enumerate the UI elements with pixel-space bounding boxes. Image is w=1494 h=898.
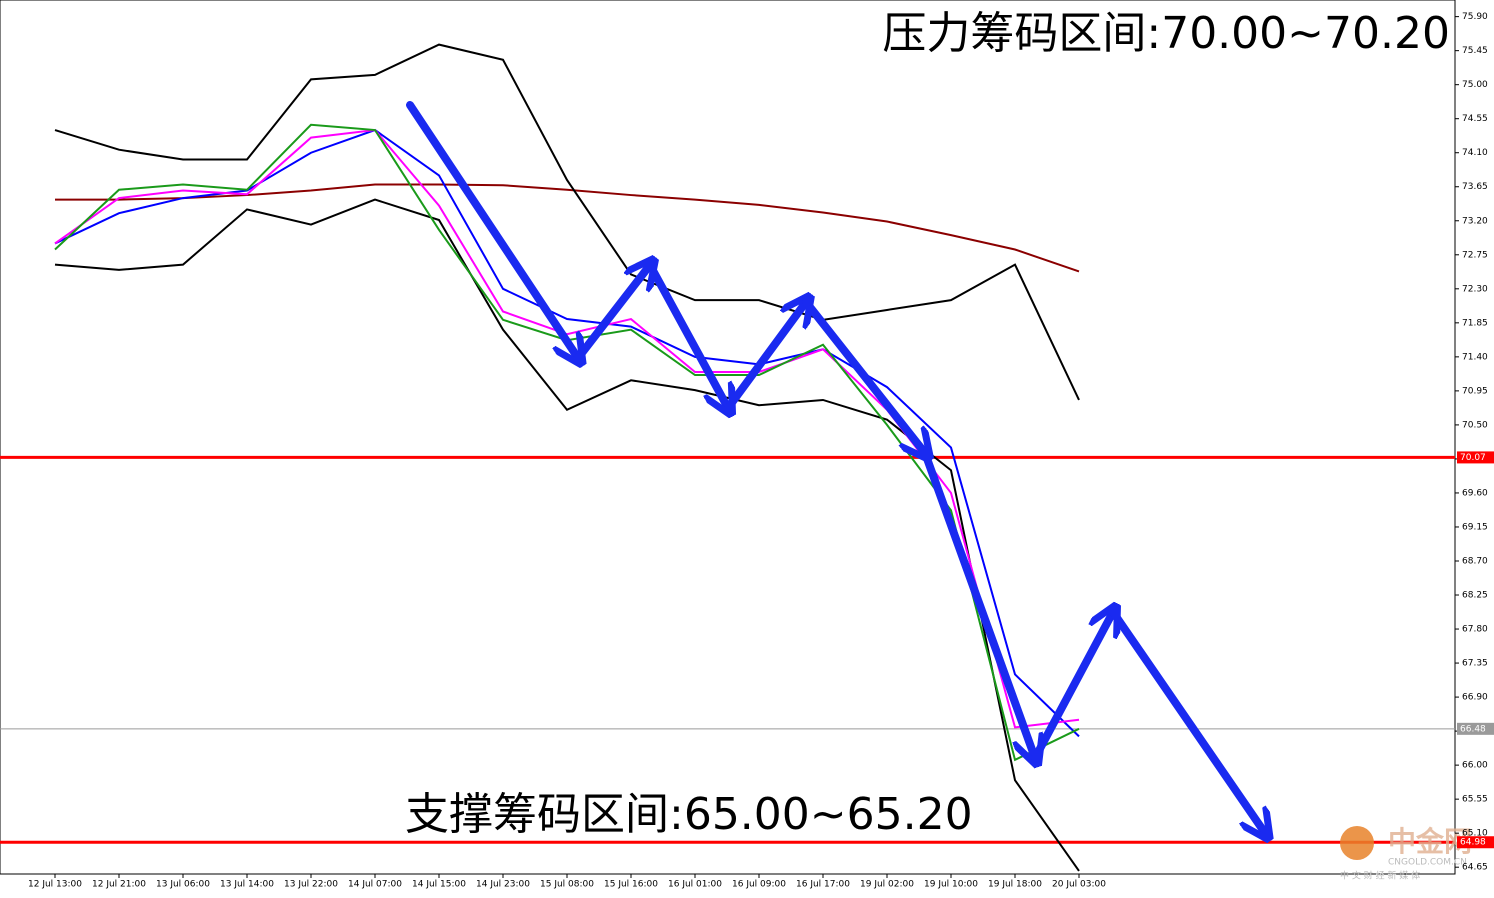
plot-area (0, 0, 1456, 875)
y-tick-label: 66.00 (1462, 761, 1488, 771)
y-tick-label: 73.20 (1462, 216, 1488, 226)
x-tick-label: 15 Jul 08:00 (540, 880, 594, 890)
x-tick-label: 13 Jul 06:00 (156, 880, 210, 890)
price-label: 64.98 (1460, 838, 1486, 848)
y-tick-label: 73.65 (1462, 182, 1488, 192)
y-tick-label: 66.90 (1462, 693, 1488, 703)
x-tick-label: 14 Jul 23:00 (476, 880, 530, 890)
x-tick-label: 19 Jul 02:00 (860, 880, 914, 890)
y-tick-label: 67.35 (1462, 659, 1488, 669)
y-tick-label: 65.10 (1462, 829, 1488, 839)
y-tick-label: 72.30 (1462, 284, 1488, 294)
y-tick-label: 75.45 (1462, 46, 1488, 56)
y-tick-label: 75.00 (1462, 80, 1488, 90)
watermark: CNGOLD.COM.CN (1388, 858, 1467, 868)
price-label-box (1457, 722, 1494, 735)
y-tick-label: 70.50 (1462, 420, 1488, 430)
y-tick-label: 68.25 (1462, 591, 1488, 601)
y-tick-label: 75.90 (1462, 12, 1488, 22)
price-label-box (1457, 451, 1494, 464)
x-tick-label: 15 Jul 16:00 (604, 880, 658, 890)
price-label-box (1457, 836, 1494, 849)
x-tick-label: 19 Jul 18:00 (988, 880, 1042, 890)
x-tick-label: 16 Jul 09:00 (732, 880, 786, 890)
y-tick-label: 65.55 (1462, 795, 1488, 805)
x-tick-label: 12 Jul 21:00 (92, 880, 146, 890)
x-tick-label: 13 Jul 22:00 (284, 880, 338, 890)
series-line (54, 43, 1080, 401)
y-tick-label: 68.70 (1462, 556, 1488, 566)
y-tick-label: 69.60 (1462, 488, 1488, 498)
x-tick-label: 14 Jul 07:00 (348, 880, 402, 890)
price-label: 70.07 (1460, 453, 1486, 463)
annotation: 支撑筹码区间:65.00~65.20 (405, 789, 973, 840)
logo (1340, 826, 1374, 860)
y-tick-label: 72.75 (1462, 250, 1488, 260)
x-tick-label: 12 Jul 13:00 (28, 880, 82, 890)
x-tick-label: 19 Jul 10:00 (924, 880, 978, 890)
y-tick-label: 70.95 (1462, 386, 1488, 396)
y-tick-label: 69.15 (1462, 522, 1488, 532)
x-tick-label: 14 Jul 15:00 (412, 880, 466, 890)
watermark: 中 文 财 经 新 媒 体 (1340, 870, 1420, 882)
y-tick-label: 74.10 (1462, 148, 1488, 158)
price-label: 66.48 (1460, 724, 1486, 734)
y-tick-label: 64.65 (1462, 863, 1488, 873)
y-tick-label: 74.55 (1462, 114, 1488, 124)
x-tick-label: 20 Jul 03:00 (1052, 880, 1106, 890)
x-tick-label: 13 Jul 14:00 (220, 880, 274, 890)
y-tick-label: 67.80 (1462, 625, 1488, 635)
x-tick-label: 16 Jul 17:00 (796, 880, 850, 890)
series-line (55, 183, 1080, 273)
trend-arrows (406, 101, 1265, 833)
annotation: 压力筹码区间:70.00~70.20 (882, 8, 1450, 59)
y-tick-label: 71.40 (1462, 352, 1488, 362)
x-tick-label: 16 Jul 01:00 (668, 880, 722, 890)
y-tick-label: 71.85 (1462, 318, 1488, 328)
